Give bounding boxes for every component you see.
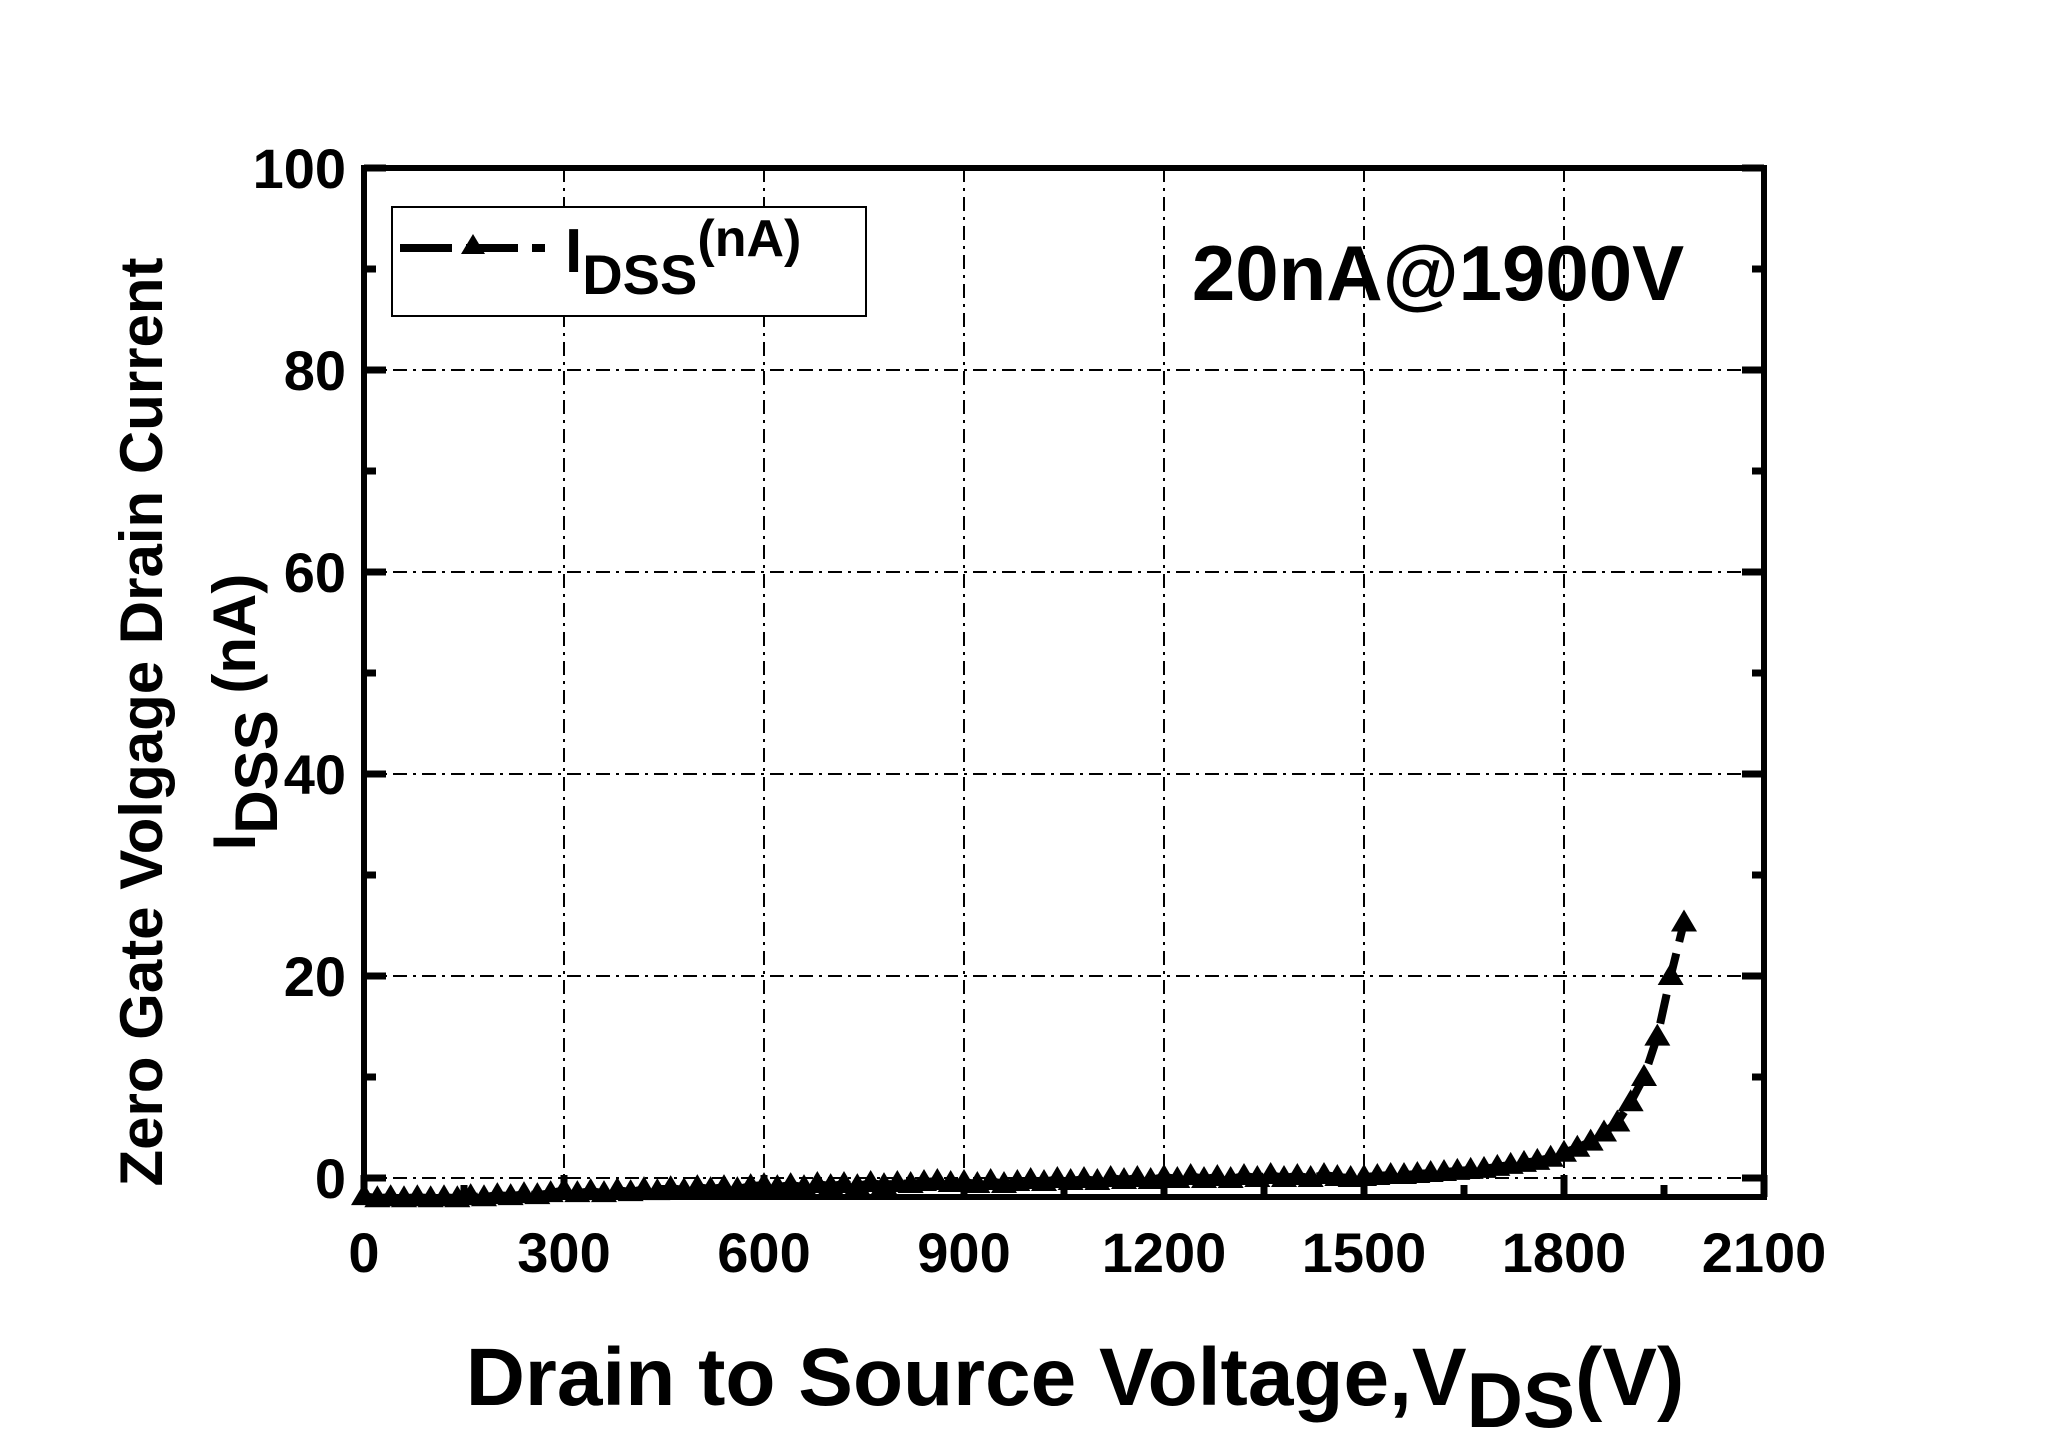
- y-tick-label: 40: [284, 743, 346, 806]
- ticks: [360, 164, 1768, 1197]
- legend-label: IDSS(nA): [565, 210, 801, 306]
- x-tick-label: 900: [917, 1221, 1010, 1284]
- data-point-triangle: [1617, 1089, 1644, 1112]
- x-axis-title: Drain to Source Voltage,VDS(V): [466, 1332, 1685, 1438]
- data-point-triangle: [1604, 1109, 1631, 1132]
- data-point-triangle: [1644, 1023, 1671, 1046]
- data-point-triangle: [1591, 1119, 1617, 1142]
- y-tick-label: 60: [284, 541, 346, 604]
- grid: [364, 168, 1764, 1197]
- plot-frame: [361, 165, 1767, 1200]
- data-point-triangle: [1631, 1064, 1657, 1086]
- data-point-triangle: [1564, 1134, 1591, 1157]
- x-tick-label: 1200: [1102, 1221, 1227, 1284]
- y-axis-title-line1: Zero Gate Volgage Drain Current: [108, 257, 175, 1186]
- series-idss: [351, 909, 1697, 1208]
- series-line: [363, 921, 1688, 1203]
- legend: IDSS(nA): [391, 206, 867, 317]
- legend-triangle-marker: [461, 234, 485, 254]
- y-tick-label: 80: [284, 339, 346, 402]
- y-tick-label: 20: [284, 945, 346, 1008]
- y-tick-label: 100: [253, 137, 346, 200]
- data-point-triangle: [1671, 909, 1697, 932]
- x-tick-label: 1500: [1302, 1221, 1427, 1284]
- annotation: 20nA@1900V: [1192, 229, 1684, 317]
- x-tick-label: 600: [717, 1221, 810, 1284]
- y-tick-label: 0: [315, 1147, 346, 1210]
- y-axis-title-line2: IDSS (nA): [201, 574, 290, 851]
- data-point-triangle: [1657, 963, 1684, 985]
- x-tick-label: 1800: [1502, 1221, 1627, 1284]
- data-point-triangle: [1577, 1128, 1604, 1151]
- x-tick-label: 0: [348, 1221, 379, 1284]
- x-tick-label: 2100: [1702, 1221, 1827, 1284]
- x-tick-label: 300: [517, 1221, 610, 1284]
- tick-labels: 0 300 600 900 1200 1500 1800 2100 0 20 40 60 80 100: [253, 137, 1827, 1284]
